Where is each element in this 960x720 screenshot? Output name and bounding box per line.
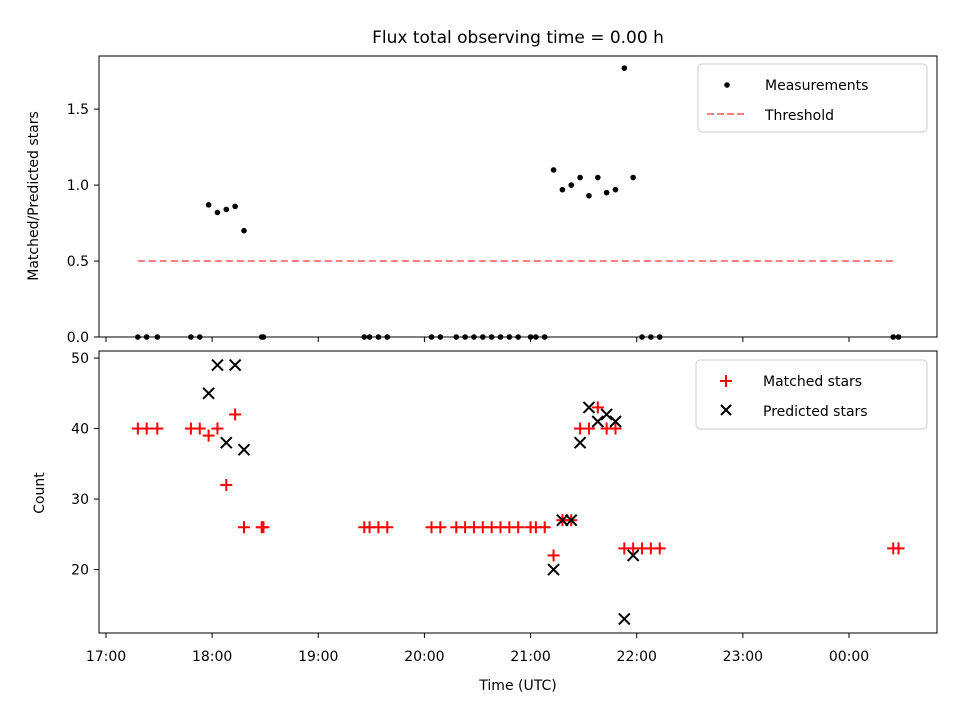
measurement-point [630,174,636,181]
matched-star-point [220,478,233,491]
ratio-y-tick-label: 1.5 [67,102,89,118]
predicted-star-point [202,387,215,400]
predicted-star-point [609,415,622,428]
predicted-star-point [556,513,569,527]
predicted-star-point [600,408,613,421]
matched-star-point [151,422,164,435]
measurement-point [205,202,212,208]
count-x-tick-label: 19:00 [298,649,338,665]
matched-star-point [609,422,622,435]
matched-star-point [591,401,604,414]
measurement-point [214,209,221,216]
measurement-point [568,182,575,188]
ratio-y-axis: 0.0 0.5 1.0 1.5 [67,102,99,346]
measurement-point [550,167,557,173]
measurement-point [559,186,566,193]
measurement-point [603,189,610,196]
legend-marker-measurements [724,82,730,88]
matched-star-point [892,542,905,555]
measurement-point [577,174,583,181]
matched-star-point [257,521,270,534]
count-x-axis: 17:00 18:00 19:00 20:00 21:00 22:00 23:00 00:00 [86,633,869,665]
legend-label-predicted: Predicted stars [763,404,868,420]
count-plot-frame [98,350,938,634]
measurement-point [621,65,628,71]
matched-star-point [381,521,394,534]
matched-star-point [229,408,242,421]
count-x-tick-label: 23:00 [723,649,763,665]
count-x-tick-label: 00:00 [829,649,869,665]
legend-label-matched: Matched stars [763,374,862,390]
matched-star-point [211,422,224,435]
ratio-legend: Measurements Threshold [697,63,928,133]
ratio-x-ticks [105,337,850,342]
predicted-star-point [573,436,587,449]
matched-star-point [547,549,560,562]
predicted-star-point [618,612,631,626]
legend-label-threshold: Threshold [764,108,834,124]
predicted-star-point [547,563,560,576]
count-y-tick-label: 30 [71,492,89,508]
ratio-plot-area [135,65,902,340]
matched-star-point [140,422,153,435]
predicted-star-point [220,436,233,449]
ratio-plot-frame [98,55,938,338]
ratio-y-tick-label: 1.0 [67,178,89,194]
count-y-axis: 20 30 40 50 [71,351,99,579]
predicted-star-point [228,358,242,372]
count-x-tick-label: 22:00 [617,649,657,665]
ratio-y-tick-label: 0.5 [67,254,89,270]
measurement-point [594,174,601,181]
measurement-point [232,203,238,210]
count-y-tick-label: 50 [71,351,89,367]
count-x-tick-label: 18:00 [192,649,232,665]
count-x-tick-label: 17:00 [86,649,126,665]
matched-star-point [582,422,595,435]
count-plot-area [131,358,905,626]
matched-star-point [653,542,666,555]
measurement-point [586,192,592,199]
count-panel: 20 30 40 50 17:00 18:00 19:00 20:00 21:00 22:00 2… [32,350,938,694]
legend-label-measurements: Measurements [765,78,868,94]
count-y-tick-label: 40 [71,422,89,438]
count-x-tick-label: 20:00 [404,649,444,665]
count-legend: Matched stars Predicted stars [695,359,928,430]
count-x-tick-label: 21:00 [510,649,550,665]
matched-star-point [538,521,551,534]
count-y-tick-label: 20 [71,563,89,579]
matched-star-point [202,429,215,442]
figure-title: Flux total observing time = 0.00 h [372,28,664,48]
matched-star-point [512,521,525,534]
legend-marker-matched [720,375,732,387]
predicted-star-point [626,549,640,562]
matched-star-point [434,521,447,534]
measurement-point [612,186,619,193]
predicted-star-point [582,401,596,414]
matched-star-point [237,521,250,534]
measurement-point [223,206,230,213]
count-x-axis-label: Time (UTC) [478,678,556,694]
matched-star-point [193,422,206,435]
ratio-panel: 0.0 0.5 1.0 1.5 Matched/Predicted stars Mea… [26,55,938,346]
predicted-star-point [237,443,251,456]
ratio-y-axis-label: Matched/Predicted stars [26,111,42,281]
measurement-point [241,227,247,234]
legend-marker-predicted [720,404,732,416]
predicted-star-point [565,513,578,527]
predicted-star-point [211,358,224,372]
ratio-y-tick-label: 0.0 [67,330,89,346]
predicted-star-point [591,415,605,428]
count-y-axis-label: Count [32,472,48,514]
